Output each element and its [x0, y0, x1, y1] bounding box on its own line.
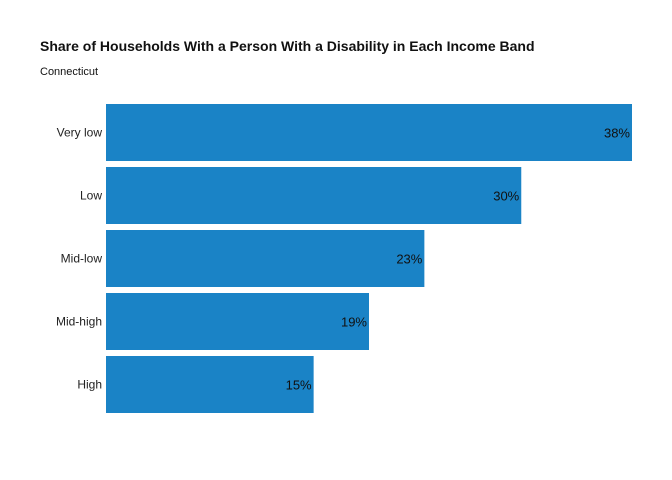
category-label: High	[77, 378, 102, 392]
category-label: Mid-high	[56, 315, 102, 329]
category-label: Low	[80, 189, 102, 203]
chart-subtitle: Connecticut	[40, 66, 98, 78]
bar-mid-low	[106, 230, 425, 287]
category-label: Mid-low	[61, 252, 103, 266]
value-label: 30%	[493, 189, 519, 204]
value-label: 38%	[604, 126, 630, 141]
bar-mid-high	[106, 293, 369, 350]
value-label: 19%	[341, 315, 367, 330]
bar-very-low	[106, 104, 632, 161]
bars-group: Very low 38% Low 30% Mid-low 23% Mid-high 19% Hi…	[56, 104, 632, 413]
chart-title: Share of Households With a Person With a…	[40, 38, 535, 54]
value-label: 23%	[396, 252, 422, 267]
bar-low	[106, 167, 522, 224]
bar-high	[106, 356, 314, 413]
value-label: 15%	[286, 378, 312, 393]
category-label: Very low	[57, 126, 103, 140]
